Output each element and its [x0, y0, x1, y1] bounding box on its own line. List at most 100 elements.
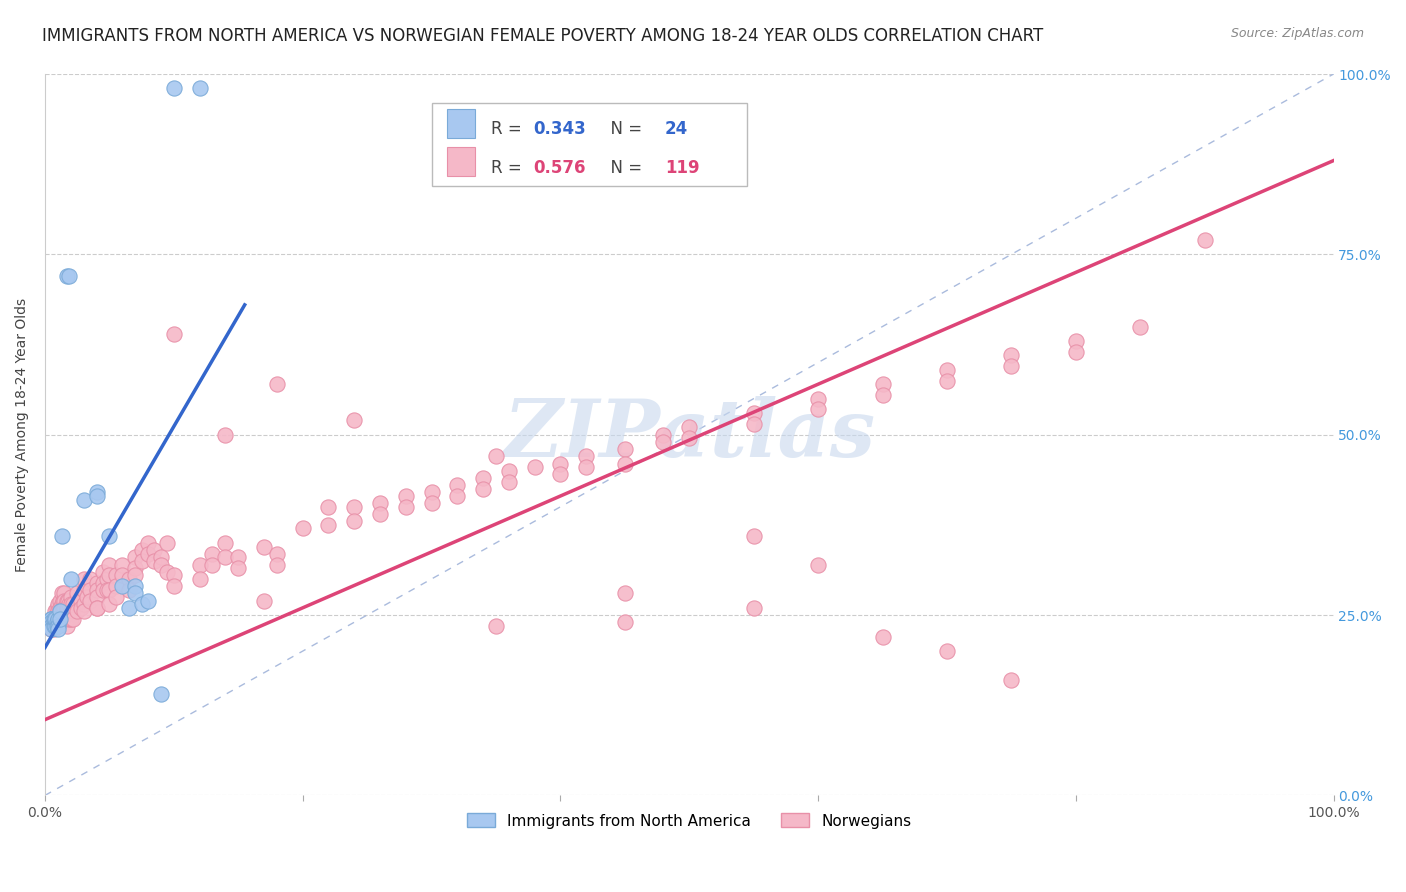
Point: [124, 550, 146, 565]
Point: [59, 572, 82, 586]
Point: [70, 593, 93, 607]
Point: [98, 597, 121, 611]
Point: [368, 507, 391, 521]
Point: [807, 558, 830, 572]
Text: R =: R =: [491, 159, 527, 177]
Point: [872, 377, 894, 392]
Point: [56, 619, 79, 633]
Point: [42, 612, 65, 626]
Point: [72, 572, 94, 586]
Point: [41, 612, 63, 626]
Point: [163, 568, 186, 582]
Point: [98, 568, 121, 582]
Point: [41, 612, 63, 626]
Point: [131, 597, 153, 611]
Point: [52, 612, 75, 626]
FancyBboxPatch shape: [447, 109, 475, 138]
Point: [49, 604, 72, 618]
Point: [214, 550, 236, 565]
Point: [343, 514, 366, 528]
Point: [66, 604, 89, 618]
Point: [226, 561, 249, 575]
Point: [149, 687, 172, 701]
Point: [96, 572, 118, 586]
Point: [58, 612, 80, 626]
Point: [44, 612, 66, 626]
Point: [56, 600, 79, 615]
Point: [652, 434, 675, 449]
Point: [70, 600, 93, 615]
Point: [226, 550, 249, 565]
Point: [163, 81, 186, 95]
Point: [79, 593, 101, 607]
Point: [613, 457, 636, 471]
Point: [66, 597, 89, 611]
Point: [86, 489, 108, 503]
Text: R =: R =: [491, 120, 527, 138]
Point: [742, 406, 765, 420]
Point: [742, 417, 765, 431]
Point: [472, 471, 495, 485]
Point: [56, 593, 79, 607]
Point: [1000, 359, 1022, 374]
Point: [136, 547, 159, 561]
Point: [49, 593, 72, 607]
Point: [41, 619, 63, 633]
Point: [201, 547, 224, 561]
Point: [41, 615, 63, 630]
FancyBboxPatch shape: [447, 147, 475, 177]
Point: [936, 644, 959, 658]
Text: 24: 24: [665, 120, 688, 138]
Point: [201, 558, 224, 572]
Point: [188, 558, 211, 572]
Point: [72, 604, 94, 618]
Point: [936, 374, 959, 388]
Point: [124, 586, 146, 600]
Point: [86, 485, 108, 500]
Point: [613, 442, 636, 457]
Point: [86, 600, 108, 615]
Text: 0.576: 0.576: [533, 159, 586, 177]
Point: [807, 402, 830, 417]
Point: [575, 450, 598, 464]
Point: [118, 600, 141, 615]
Point: [72, 582, 94, 597]
Point: [136, 536, 159, 550]
Point: [485, 450, 508, 464]
Point: [188, 572, 211, 586]
Point: [62, 604, 84, 618]
Point: [652, 427, 675, 442]
Point: [62, 597, 84, 611]
Point: [420, 496, 443, 510]
Point: [143, 543, 166, 558]
Point: [46, 612, 69, 626]
Point: [111, 579, 134, 593]
Point: [59, 597, 82, 611]
FancyBboxPatch shape: [432, 103, 747, 186]
Text: N =: N =: [600, 159, 648, 177]
Point: [318, 500, 340, 514]
Point: [44, 615, 66, 630]
Legend: Immigrants from North America, Norwegians: Immigrants from North America, Norwegian…: [461, 807, 917, 835]
Point: [1064, 334, 1087, 348]
Point: [149, 558, 172, 572]
Point: [44, 619, 66, 633]
Point: [79, 582, 101, 597]
Point: [51, 529, 73, 543]
Point: [253, 540, 276, 554]
Point: [41, 612, 63, 626]
Point: [51, 586, 73, 600]
Point: [56, 612, 79, 626]
Point: [613, 586, 636, 600]
Point: [72, 492, 94, 507]
Point: [41, 612, 63, 626]
Point: [318, 517, 340, 532]
Point: [59, 590, 82, 604]
Point: [52, 600, 75, 615]
Point: [58, 268, 80, 283]
Point: [52, 593, 75, 607]
Point: [104, 590, 127, 604]
Point: [91, 582, 114, 597]
Point: [163, 579, 186, 593]
Point: [742, 600, 765, 615]
